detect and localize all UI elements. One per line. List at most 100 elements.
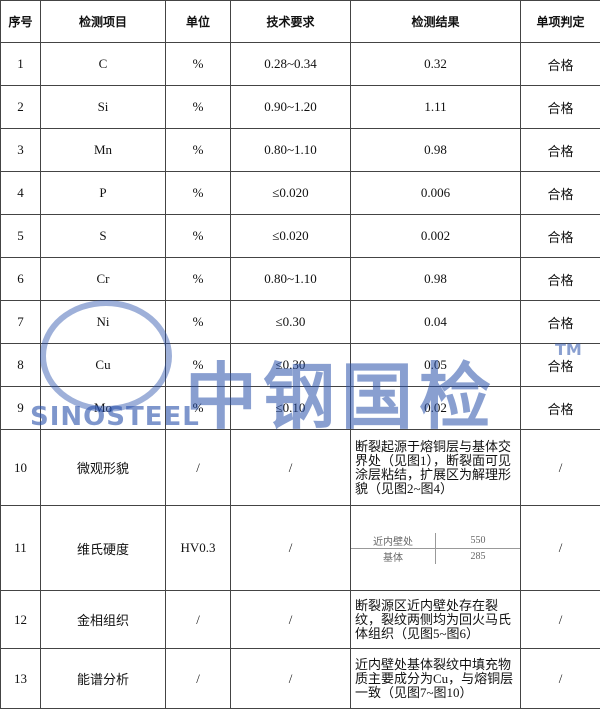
header-row: 序号 检测项目 单位 技术要求 检测结果 单项判定 bbox=[0, 0, 600, 43]
res-cell: 近内壁处基体裂纹中填充物质主要成分为Cu，与熔铜层一致（见图7~图10） bbox=[350, 648, 521, 709]
spec-cell: / bbox=[230, 648, 351, 709]
spec-cell: ≤0.30 bbox=[230, 343, 351, 387]
verdict-cell: 合格 bbox=[520, 214, 600, 258]
unit-cell: % bbox=[165, 343, 231, 387]
item-cell: 维氏硬度 bbox=[40, 505, 166, 591]
res-cell: 1.11 bbox=[350, 85, 521, 129]
res-cell: 0.002 bbox=[350, 214, 521, 258]
verdict-cell: / bbox=[520, 648, 600, 709]
subtable-cell: 近内壁处 bbox=[351, 532, 436, 549]
verdict-cell: 合格 bbox=[520, 343, 600, 387]
idx-cell: 3 bbox=[0, 128, 41, 172]
idx-cell: 11 bbox=[0, 505, 41, 591]
res-cell: 0.32 bbox=[350, 42, 521, 86]
item-cell: 微观形貌 bbox=[40, 429, 166, 506]
header-cell: 技术要求 bbox=[230, 0, 351, 43]
idx-cell: 13 bbox=[0, 648, 41, 709]
spec-cell: ≤0.10 bbox=[230, 386, 351, 430]
item-cell: P bbox=[40, 171, 166, 215]
table-row: 9 Mo% ≤0.10 0.02 合格 bbox=[0, 386, 600, 430]
item-cell: S bbox=[40, 214, 166, 258]
idx-cell: 7 bbox=[0, 300, 41, 344]
spec-cell: ≤0.020 bbox=[230, 214, 351, 258]
table-row: 2 Si% 0.90~1.20 1.11 合格 bbox=[0, 85, 600, 129]
hardness-subtable: 近内壁处 550 基体 285 bbox=[351, 532, 520, 564]
subtable-row: 基体 285 bbox=[351, 548, 520, 564]
verdict-cell: 合格 bbox=[520, 386, 600, 430]
idx-cell: 1 bbox=[0, 42, 41, 86]
idx-cell: 5 bbox=[0, 214, 41, 258]
table-row: 1 C% 0.28~0.34 0.32 合格 bbox=[0, 42, 600, 86]
res-cell: 0.05 bbox=[350, 343, 521, 387]
unit-cell: % bbox=[165, 85, 231, 129]
item-cell: Mo bbox=[40, 386, 166, 430]
item-cell: Cu bbox=[40, 343, 166, 387]
result-cell: 近内壁处 550 基体 285 bbox=[350, 505, 521, 591]
spec-cell: 0.90~1.20 bbox=[230, 85, 351, 129]
item-cell: 能谱分析 bbox=[40, 648, 166, 709]
res-cell: 0.98 bbox=[350, 257, 521, 301]
table-row: 8 Cu% ≤0.30 0.05 合格 bbox=[0, 343, 600, 387]
idx-cell: 12 bbox=[0, 590, 41, 649]
subtable-row: 近内壁处 550 bbox=[351, 532, 520, 549]
verdict-cell: 合格 bbox=[520, 257, 600, 301]
spec-cell: 0.28~0.34 bbox=[230, 42, 351, 86]
verdict-cell: 合格 bbox=[520, 85, 600, 129]
table-row: 10 微观形貌 / / 断裂起源于熔铜层与基体交界处（见图1），断裂面可见涂层粘结，扩展… bbox=[0, 429, 600, 506]
item-cell: Mn bbox=[40, 128, 166, 172]
verdict-cell: 合格 bbox=[520, 171, 600, 215]
item-cell: Si bbox=[40, 85, 166, 129]
res-cell: 断裂起源于熔铜层与基体交界处（见图1），断裂面可见涂层粘结，扩展区为解理形貌（见… bbox=[350, 429, 521, 506]
idx-cell: 4 bbox=[0, 171, 41, 215]
res-cell: 0.006 bbox=[350, 171, 521, 215]
subtable-cell: 基体 bbox=[351, 548, 436, 564]
item-cell: C bbox=[40, 42, 166, 86]
res-cell: 0.98 bbox=[350, 128, 521, 172]
header-cell: 检测结果 bbox=[350, 0, 521, 43]
idx-cell: 9 bbox=[0, 386, 41, 430]
header-cell: 序号 bbox=[0, 0, 41, 43]
table-row: 12 金相组织 / / 断裂源区近内壁处存在裂纹，裂纹两侧均为回火马氏体组织（见图5~图… bbox=[0, 590, 600, 649]
table-row: 4 P% ≤0.020 0.006 合格 bbox=[0, 171, 600, 215]
idx-cell: 2 bbox=[0, 85, 41, 129]
unit-cell: / bbox=[165, 648, 231, 709]
table-row: 3 Mn% 0.80~1.10 0.98 合格 bbox=[0, 128, 600, 172]
unit-cell: % bbox=[165, 257, 231, 301]
header-cell: 单项判定 bbox=[520, 0, 600, 43]
table-row: 13 能谱分析 / / 近内壁处基体裂纹中填充物质主要成分为Cu，与熔铜层一致（见图7~… bbox=[0, 648, 600, 709]
spec-cell: / bbox=[230, 429, 351, 506]
spec-cell: 0.80~1.10 bbox=[230, 128, 351, 172]
idx-cell: 8 bbox=[0, 343, 41, 387]
spec-cell: / bbox=[230, 505, 351, 591]
res-cell: 0.02 bbox=[350, 386, 521, 430]
idx-cell: 6 bbox=[0, 257, 41, 301]
verdict-cell: 合格 bbox=[520, 128, 600, 172]
unit-cell: HV0.3 bbox=[165, 505, 231, 591]
unit-cell: % bbox=[165, 171, 231, 215]
verdict-cell: / bbox=[520, 429, 600, 506]
unit-cell: % bbox=[165, 300, 231, 344]
verdict-cell: / bbox=[520, 590, 600, 649]
table-row: 6 Cr% 0.80~1.10 0.98 合格 bbox=[0, 257, 600, 301]
subtable-cell: 285 bbox=[470, 550, 486, 562]
spec-cell: / bbox=[230, 590, 351, 649]
spec-cell: ≤0.30 bbox=[230, 300, 351, 344]
verdict-cell: 合格 bbox=[520, 42, 600, 86]
subtable-cell: 550 bbox=[435, 532, 520, 549]
spec-cell: 0.80~1.10 bbox=[230, 257, 351, 301]
header-cell: 单位 bbox=[165, 0, 231, 43]
verdict-cell: 合格 bbox=[520, 300, 600, 344]
table-row: 11 维氏硬度 HV0.3/近内壁处 550 基体 285/ bbox=[0, 505, 600, 591]
header-cell: 检测项目 bbox=[40, 0, 166, 43]
spec-cell: ≤0.020 bbox=[230, 171, 351, 215]
unit-cell: % bbox=[165, 128, 231, 172]
unit-cell: % bbox=[165, 42, 231, 86]
res-cell: 断裂源区近内壁处存在裂纹，裂纹两侧均为回火马氏体组织（见图5~图6） bbox=[350, 590, 521, 649]
unit-cell: / bbox=[165, 429, 231, 506]
unit-cell: % bbox=[165, 386, 231, 430]
res-cell: 0.04 bbox=[350, 300, 521, 344]
idx-cell: 10 bbox=[0, 429, 41, 506]
unit-cell: / bbox=[165, 590, 231, 649]
